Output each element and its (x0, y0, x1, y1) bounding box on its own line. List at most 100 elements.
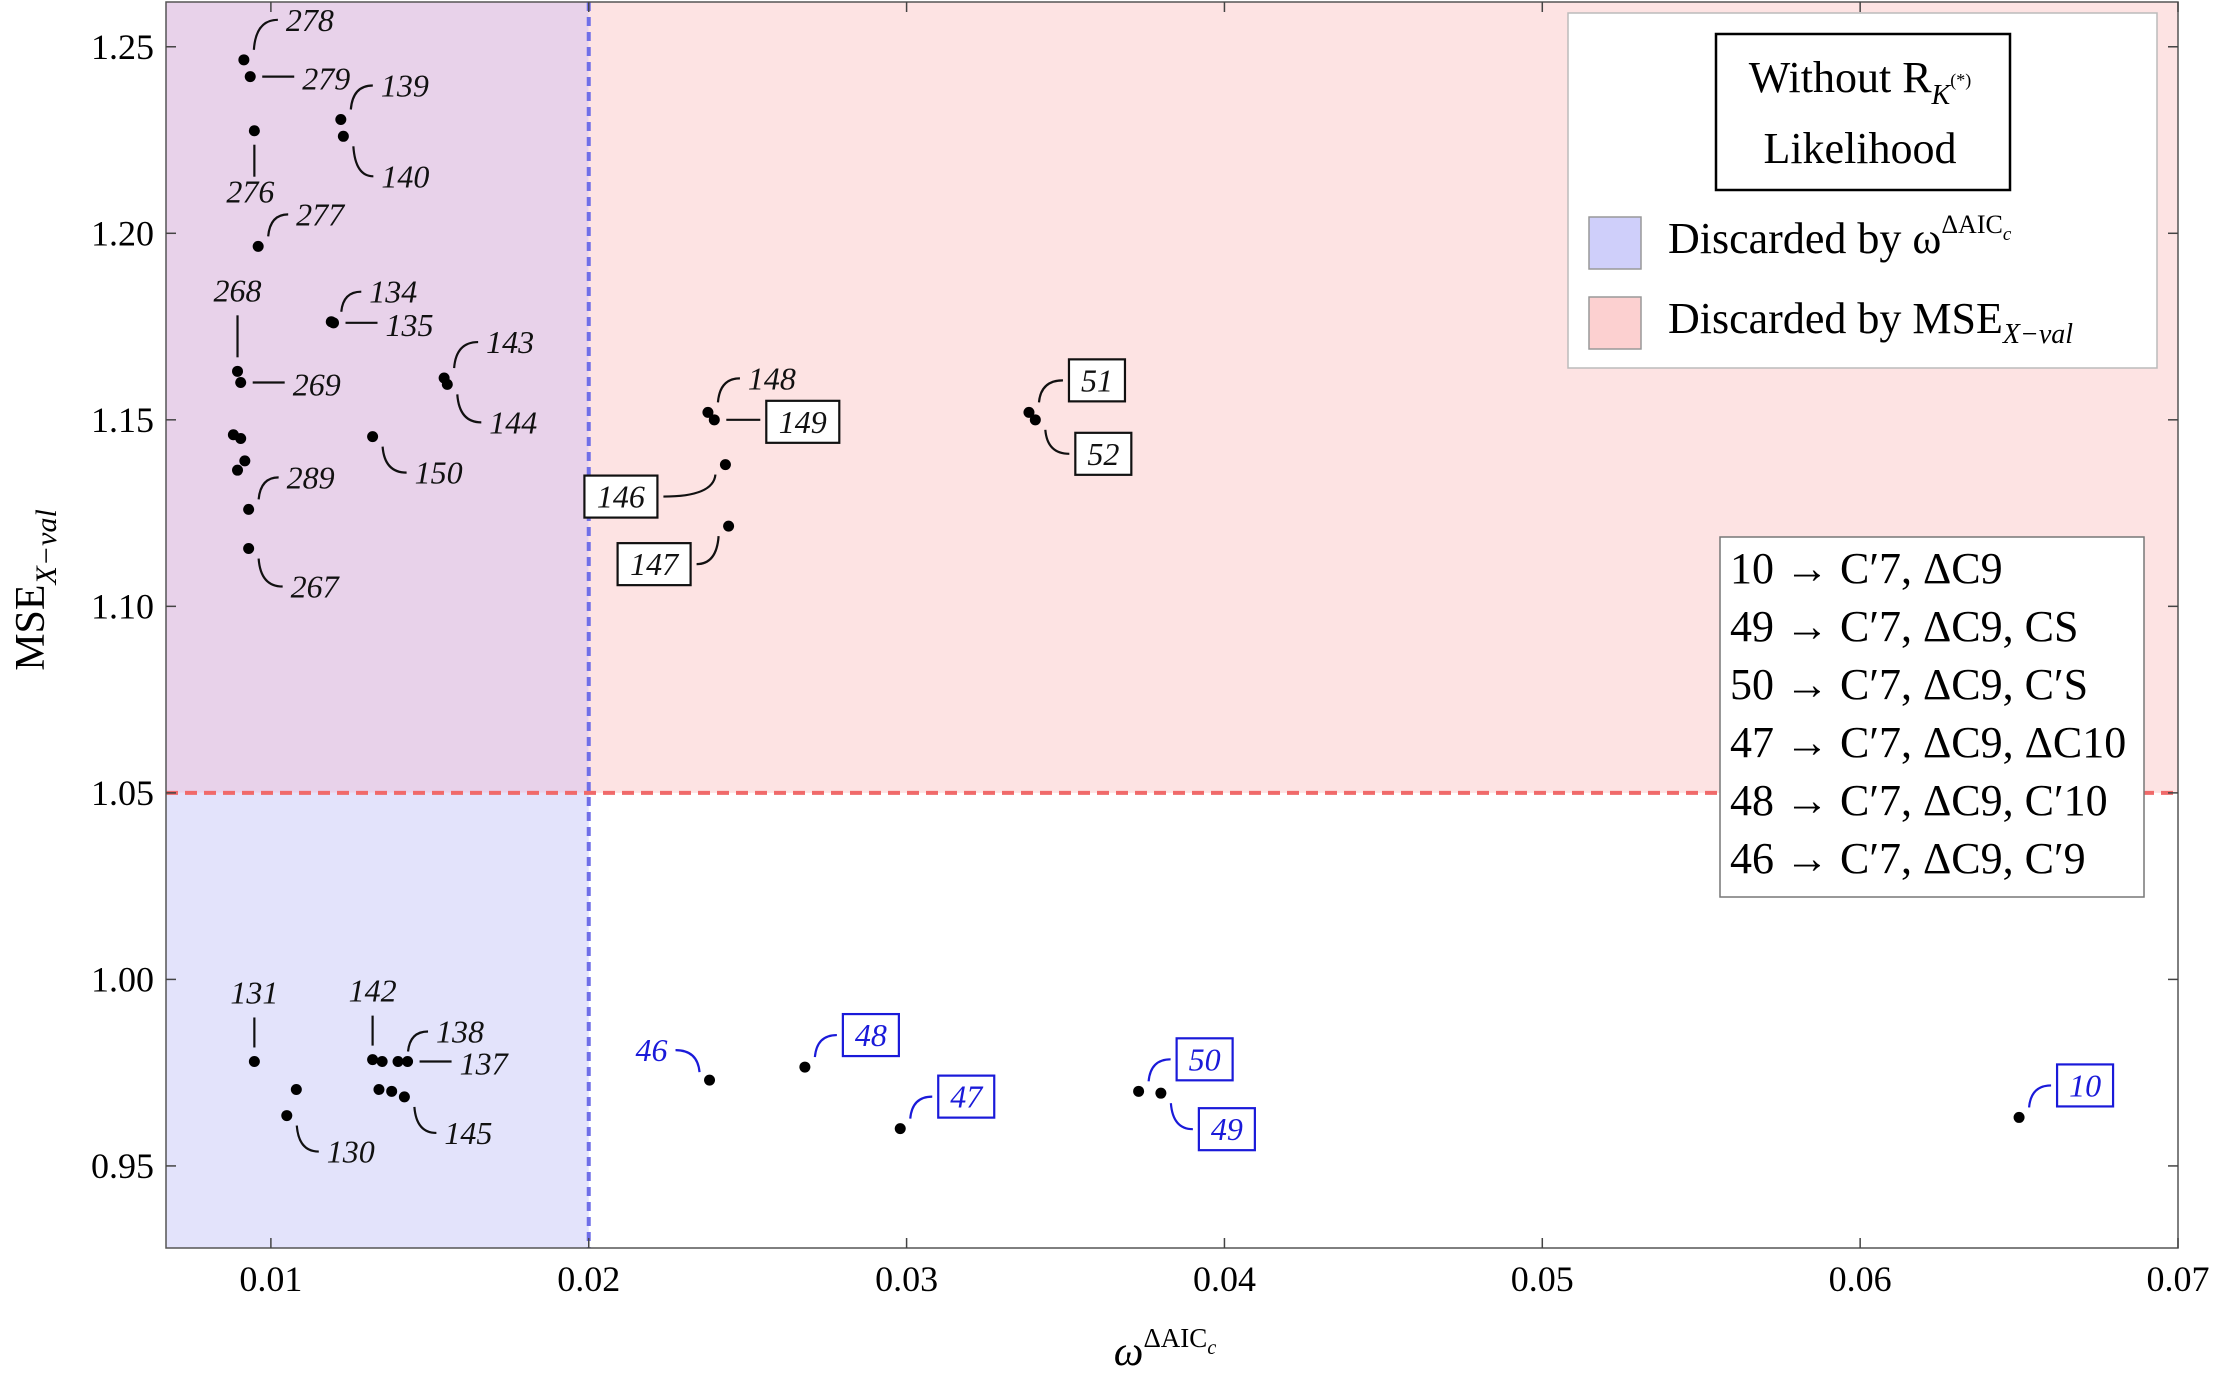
data-point (1029, 414, 1041, 426)
data-point (248, 125, 260, 137)
label-leader (2027, 1084, 2052, 1108)
point-label: 49 (1211, 1111, 1243, 1147)
x-axis-title-sup-sub: c (1207, 1337, 1216, 1359)
point-label: 146 (597, 479, 645, 515)
point-group-279: 279 (244, 61, 350, 97)
label-leader (413, 1106, 437, 1135)
point-group-146: 146 (583, 459, 731, 519)
data-point (1155, 1087, 1167, 1099)
region-weight-discarded (166, 792, 589, 1248)
point-label: 147 (630, 546, 680, 582)
point-label: 134 (369, 274, 417, 310)
point-group-289b (235, 432, 247, 444)
model-map-row: 10 → C′7, ΔC9 (1730, 544, 2003, 593)
point-group-137: 137 (402, 1045, 510, 1081)
point-group-277: 277 (252, 196, 346, 252)
point-group-139: 139 (335, 68, 429, 126)
data-point (337, 130, 349, 142)
point-group-48: 48 (799, 1012, 900, 1073)
point-group-276: 276 (226, 125, 274, 210)
label-leader (381, 446, 407, 474)
x-tick-label: 0.07 (2147, 1259, 2210, 1299)
point-label: 276 (226, 174, 274, 210)
point-group-130: 130 (281, 1110, 375, 1170)
point-group-145a (373, 1083, 385, 1095)
model-map: 10 → C′7, ΔC9 49 → C′7, ΔC9, CS 50 → C′7, … (1719, 536, 2145, 898)
point-label: 142 (349, 973, 397, 1009)
label-leader (267, 213, 289, 237)
data-point (402, 1055, 414, 1067)
data-point (290, 1083, 302, 1095)
data-point (704, 1074, 716, 1086)
point-label: 139 (381, 68, 429, 104)
data-point (367, 1054, 379, 1066)
model-map-row: 50 → C′7, ΔC9, C′S (1730, 660, 2088, 709)
x-axis-title-base: ω (1114, 1329, 1144, 1375)
label-leader (1147, 1058, 1171, 1082)
label-box (1175, 1037, 1234, 1082)
data-point (367, 431, 379, 443)
point-label: 140 (381, 158, 429, 194)
model-map-row: 46 → C′7, ΔC9, C′9 (1730, 834, 2086, 883)
label-leader (295, 1125, 319, 1153)
y-tick-label: 0.95 (91, 1146, 154, 1186)
label-leader (257, 476, 279, 500)
label-box (583, 474, 659, 519)
point-group-289c (239, 455, 251, 467)
point-label: 145 (444, 1115, 492, 1151)
legend-label-weight-sup-sub: c (2003, 224, 2012, 245)
point-label: 10 (2069, 1067, 2101, 1103)
x-tick-label: 0.02 (557, 1259, 620, 1299)
label-box (1197, 1107, 1256, 1152)
title-line-1-sup: (*) (1950, 70, 1971, 91)
y-tick-label: 1.05 (91, 773, 154, 813)
data-point (281, 1110, 293, 1122)
point-label: 48 (855, 1017, 887, 1053)
point-group-269: 269 (235, 367, 341, 403)
label-leader (696, 536, 720, 566)
point-label: 289 (287, 459, 335, 495)
label-leader (257, 558, 283, 588)
label-leader (1169, 1103, 1193, 1131)
plot-frame (165, 1, 2179, 1249)
x-axis-title: ωΔAICc (1114, 1323, 1217, 1375)
legend-label-mse-sub: X−val (2002, 319, 2073, 350)
y-axis-title-sub: X−val (30, 509, 63, 585)
point-group-140: 140 (337, 130, 429, 194)
y-tick-label: 1.10 (91, 586, 154, 626)
y-axis: 0.95 1.00 1.05 1.10 1.15 1.20 1.25 (91, 27, 2178, 1186)
point-label: 52 (1087, 436, 1119, 472)
point-label: 130 (327, 1134, 375, 1170)
label-box (841, 1012, 900, 1058)
label-box (1067, 358, 1127, 403)
point-label: 51 (1081, 362, 1113, 398)
point-group-145: 145 (398, 1091, 492, 1151)
data-point (239, 455, 251, 467)
y-tick-label: 1.20 (91, 213, 154, 253)
data-point (235, 432, 247, 444)
point-label: 269 (293, 367, 341, 403)
data-point (723, 520, 735, 532)
point-group-147: 147 (616, 520, 735, 587)
region-both-discarded (166, 2, 589, 793)
legend-label-weight-sup: ΔAIC (1941, 210, 2003, 239)
y-tick-label: 1.25 (91, 27, 154, 67)
y-axis-title: MSEX−val (8, 509, 63, 671)
model-map-row: 47 → C′7, ΔC9, ΔC10 (1730, 718, 2126, 767)
legend: Without RK(*) Likelihood Discarded by ωΔ… (1567, 12, 2158, 369)
data-point (373, 1083, 385, 1095)
point-label: 135 (386, 307, 434, 343)
point-group-149: 149 (708, 399, 841, 444)
label-leader (1037, 379, 1063, 403)
x-tick-label: 0.05 (1511, 1259, 1574, 1299)
model-map-row: 48 → C′7, ΔC9, C′10 (1730, 776, 2108, 825)
title-line-1: Without RK(*) (1749, 53, 1971, 111)
data-point (441, 378, 453, 390)
label-box (1074, 431, 1133, 476)
point-group-278: 278 (238, 2, 334, 66)
x-tick-label: 0.06 (1829, 1259, 1892, 1299)
point-group-10: 10 (2013, 1063, 2115, 1123)
point-label: 138 (436, 1013, 484, 1049)
data-point (799, 1061, 811, 1073)
